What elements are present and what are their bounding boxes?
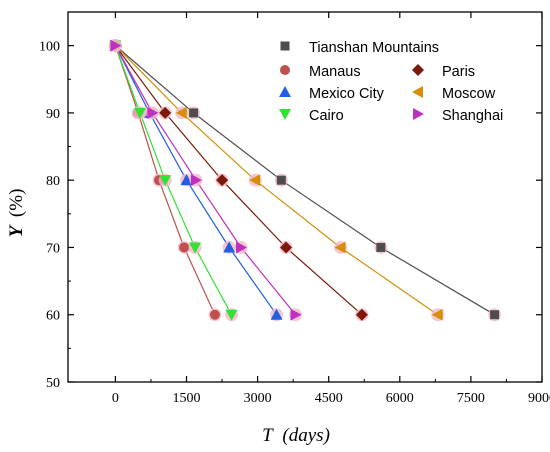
legend-label: Shanghai bbox=[442, 108, 503, 124]
legend-marker bbox=[279, 86, 291, 97]
data-point bbox=[376, 242, 386, 252]
x-tick-label: 0 bbox=[112, 391, 119, 406]
data-point bbox=[270, 308, 283, 320]
data-point bbox=[276, 175, 286, 185]
x-axis-label: T (days) bbox=[262, 425, 330, 446]
data-point bbox=[110, 39, 122, 52]
data-point bbox=[190, 174, 202, 187]
legend-marker bbox=[413, 108, 424, 120]
data-point bbox=[290, 308, 302, 321]
data-point bbox=[189, 108, 199, 118]
data-point bbox=[147, 106, 159, 119]
x-tick-label: 9000 bbox=[528, 391, 550, 406]
data-point bbox=[236, 241, 248, 254]
x-tick-label: 4500 bbox=[315, 391, 343, 406]
y-axis-label: Y (%) bbox=[6, 189, 27, 238]
data-point bbox=[216, 174, 229, 187]
x-tick-label: 6000 bbox=[386, 391, 414, 406]
data-point bbox=[159, 106, 172, 119]
y-tick-label: 100 bbox=[39, 40, 60, 55]
data-point bbox=[249, 174, 261, 187]
y-tick-label: 80 bbox=[46, 174, 60, 189]
data-point bbox=[431, 308, 443, 321]
x-tick-label: 7500 bbox=[457, 391, 485, 406]
data-point bbox=[280, 241, 293, 254]
data-point bbox=[225, 309, 238, 321]
data-point bbox=[223, 241, 236, 253]
legend-marker bbox=[412, 86, 423, 98]
y-tick-label: 50 bbox=[46, 376, 60, 391]
legend-label: Tianshan Mountains bbox=[309, 40, 439, 56]
data-point bbox=[490, 310, 500, 320]
plot-frame bbox=[67, 11, 543, 383]
legend-label: Paris bbox=[442, 64, 475, 80]
data-point bbox=[180, 174, 193, 186]
legend: Tianshan Mountains Manaus Paris Mexico City… bbox=[279, 40, 503, 124]
y-tick-label: 60 bbox=[46, 309, 60, 324]
data-point bbox=[175, 106, 187, 119]
data-point bbox=[159, 175, 172, 187]
legend-label: Cairo bbox=[309, 108, 344, 124]
series-line bbox=[114, 45, 233, 315]
axes: 0 1500 3000 4500 6000 7500 9000 50 60 70 80 90 100 bbox=[39, 11, 550, 406]
data-point bbox=[355, 308, 368, 321]
plot-area bbox=[108, 39, 502, 322]
legend-marker bbox=[280, 41, 290, 51]
data-point bbox=[134, 107, 147, 119]
data-point bbox=[334, 241, 346, 254]
legend-label: Manaus bbox=[309, 64, 361, 80]
legend-marker bbox=[412, 64, 424, 76]
x-tick-label: 1500 bbox=[173, 391, 201, 406]
data-point bbox=[209, 309, 220, 320]
legend-marker bbox=[279, 109, 291, 120]
data-point bbox=[189, 242, 202, 254]
legend-label: Mexico City bbox=[309, 86, 385, 102]
y-tick-label: 90 bbox=[46, 107, 60, 122]
series-line bbox=[114, 45, 296, 316]
series-line bbox=[115, 45, 495, 316]
data-point bbox=[179, 242, 190, 253]
legend-marker bbox=[280, 65, 290, 75]
legend-label: Moscow bbox=[442, 86, 496, 102]
y-tick-label: 70 bbox=[46, 241, 60, 256]
x-tick-label: 3000 bbox=[244, 391, 272, 406]
